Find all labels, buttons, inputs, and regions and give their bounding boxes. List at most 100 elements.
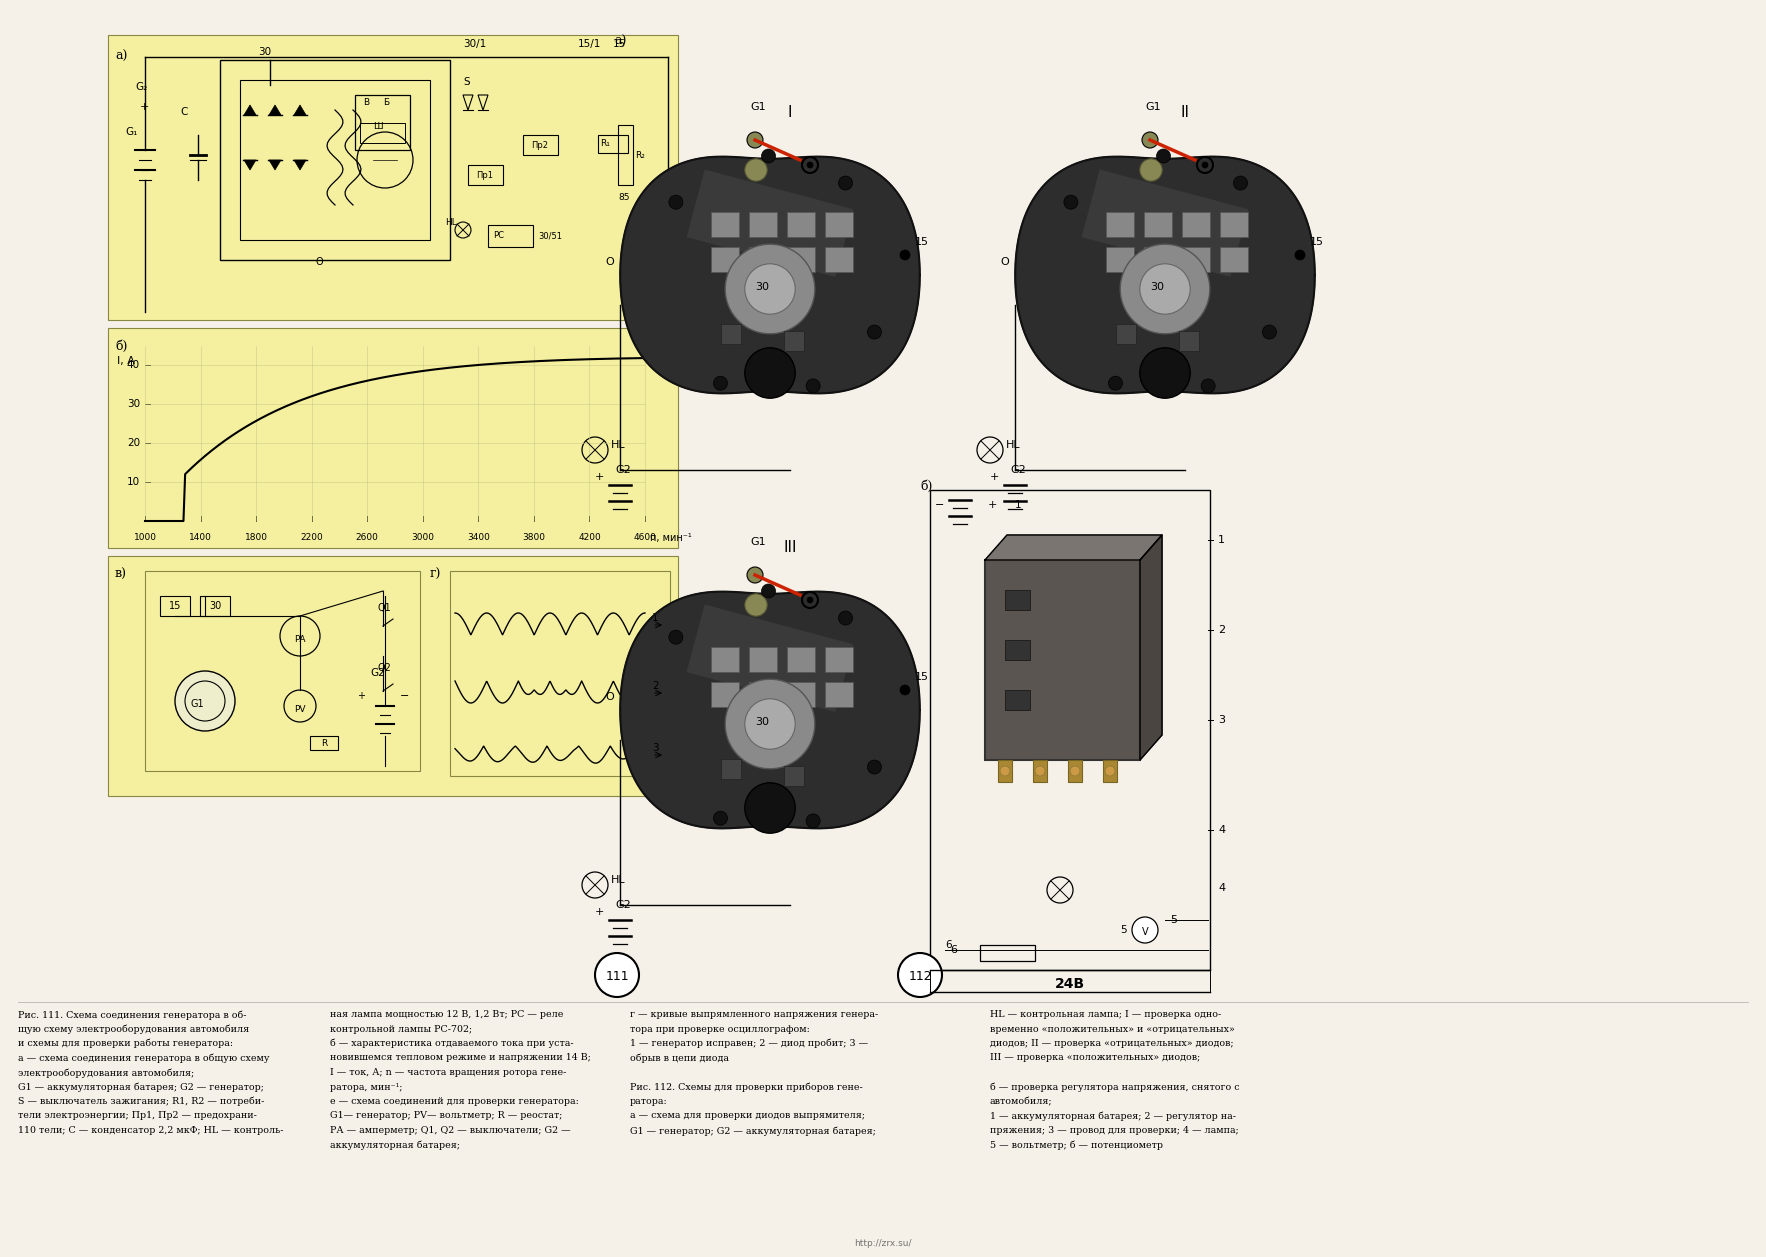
Text: Рис. 112. Схемы для проверки приборов гене-: Рис. 112. Схемы для проверки приборов ге…: [630, 1082, 864, 1092]
Circle shape: [867, 326, 881, 339]
Circle shape: [867, 760, 881, 774]
Text: ратора, мин⁻¹;: ратора, мин⁻¹;: [330, 1082, 403, 1091]
Text: 1: 1: [1015, 500, 1021, 510]
Text: 40: 40: [127, 361, 140, 371]
Bar: [468, 165, 503, 185]
Bar: [931, 490, 1210, 970]
Circle shape: [745, 348, 795, 398]
Circle shape: [1070, 766, 1081, 776]
Circle shape: [745, 699, 795, 749]
Polygon shape: [268, 106, 281, 114]
Text: G2: G2: [371, 667, 385, 678]
Bar: [712, 246, 740, 273]
Bar: [1220, 212, 1247, 238]
Bar: [523, 134, 558, 155]
Circle shape: [1139, 158, 1162, 181]
Bar: [1144, 246, 1173, 273]
Bar: [788, 683, 814, 708]
Text: G1 — генератор; G2 — аккумуляторная батарея;: G1 — генератор; G2 — аккумуляторная бата…: [630, 1126, 876, 1135]
Polygon shape: [293, 106, 306, 114]
Bar: [1180, 331, 1199, 351]
Text: PV: PV: [295, 704, 306, 714]
Circle shape: [713, 376, 728, 390]
Text: электрооборудования автомобиля;: электрооборудования автомобиля;: [18, 1068, 194, 1077]
Text: О: О: [1000, 256, 1008, 266]
Circle shape: [726, 244, 814, 334]
Text: Рис. 111. Схема соединения генератора в об-: Рис. 111. Схема соединения генератора в …: [18, 1011, 247, 1019]
Text: 6: 6: [950, 945, 957, 955]
Text: 15: 15: [1310, 238, 1324, 246]
Text: 4: 4: [1219, 882, 1226, 892]
Text: 30: 30: [127, 400, 140, 410]
Text: R₂: R₂: [636, 151, 645, 160]
Circle shape: [807, 597, 812, 603]
Bar: [1005, 590, 1030, 610]
Bar: [1144, 212, 1173, 238]
Text: автомобиля;: автомобиля;: [991, 1097, 1053, 1106]
Bar: [1220, 246, 1247, 273]
Text: I, А: I, А: [117, 356, 134, 366]
Text: С: С: [180, 107, 187, 117]
Bar: [749, 647, 777, 672]
Circle shape: [761, 150, 775, 163]
Text: 3: 3: [1219, 715, 1226, 725]
Text: г): г): [429, 568, 442, 581]
Bar: [200, 596, 230, 616]
Bar: [998, 760, 1012, 782]
Bar: [108, 35, 678, 321]
Bar: [687, 170, 853, 277]
Bar: [360, 123, 404, 143]
Circle shape: [1233, 176, 1247, 190]
Text: 85: 85: [618, 194, 629, 202]
Bar: [788, 647, 814, 672]
Text: Q2: Q2: [378, 662, 392, 672]
Circle shape: [1139, 348, 1190, 398]
Text: +: +: [595, 908, 604, 918]
Polygon shape: [1141, 535, 1162, 760]
Bar: [355, 96, 410, 150]
Text: 30: 30: [756, 716, 768, 727]
Text: G₁: G₁: [125, 127, 138, 137]
Text: +: +: [991, 471, 1000, 481]
Text: О: О: [606, 256, 615, 266]
Text: HL: HL: [445, 217, 457, 228]
Bar: [749, 683, 777, 708]
Circle shape: [1063, 195, 1077, 209]
Text: G1 — аккумуляторная батарея; G2 — генератор;: G1 — аккумуляторная батарея; G2 — генера…: [18, 1082, 263, 1092]
Polygon shape: [244, 160, 256, 170]
Text: б — проверка регулятора напряжения, снятого с: б — проверка регулятора напряжения, снят…: [991, 1082, 1240, 1092]
Bar: [1106, 212, 1134, 238]
Text: 3: 3: [652, 743, 659, 753]
Bar: [1181, 246, 1210, 273]
Text: 15: 15: [170, 601, 182, 611]
Text: О: О: [606, 693, 615, 701]
Circle shape: [1157, 150, 1171, 163]
Text: R: R: [321, 739, 327, 748]
Text: новившемся тепловом режиме и напряжении 14 В;: новившемся тепловом режиме и напряжении …: [330, 1053, 592, 1062]
Bar: [687, 605, 853, 711]
Bar: [788, 212, 814, 238]
Text: Пр2: Пр2: [532, 141, 549, 150]
Text: III — проверка «положительных» диодов;: III — проверка «положительных» диодов;: [991, 1053, 1201, 1062]
Text: 15: 15: [613, 39, 627, 49]
Bar: [721, 759, 740, 778]
Bar: [784, 766, 804, 786]
Text: HL: HL: [611, 875, 625, 885]
Text: контрольной лампы РС-702;: контрольной лампы РС-702;: [330, 1024, 472, 1033]
Text: 5: 5: [1120, 925, 1127, 935]
Circle shape: [745, 264, 795, 314]
Text: 110 тели; С — конденсатор 2,2 мкФ; HL — контроль-: 110 тели; С — конденсатор 2,2 мкФ; HL — …: [18, 1126, 284, 1135]
Text: 1: 1: [652, 613, 659, 623]
Circle shape: [1203, 162, 1208, 168]
Text: +: +: [987, 500, 998, 510]
Circle shape: [1143, 132, 1158, 148]
Text: 30: 30: [756, 282, 768, 292]
Text: Пр1: Пр1: [477, 171, 493, 180]
Circle shape: [745, 593, 766, 616]
Bar: [980, 945, 1035, 962]
Text: 24В: 24В: [1054, 977, 1084, 991]
Polygon shape: [985, 535, 1162, 561]
Circle shape: [805, 378, 819, 393]
Circle shape: [1263, 326, 1277, 339]
Text: G1: G1: [1144, 102, 1160, 112]
